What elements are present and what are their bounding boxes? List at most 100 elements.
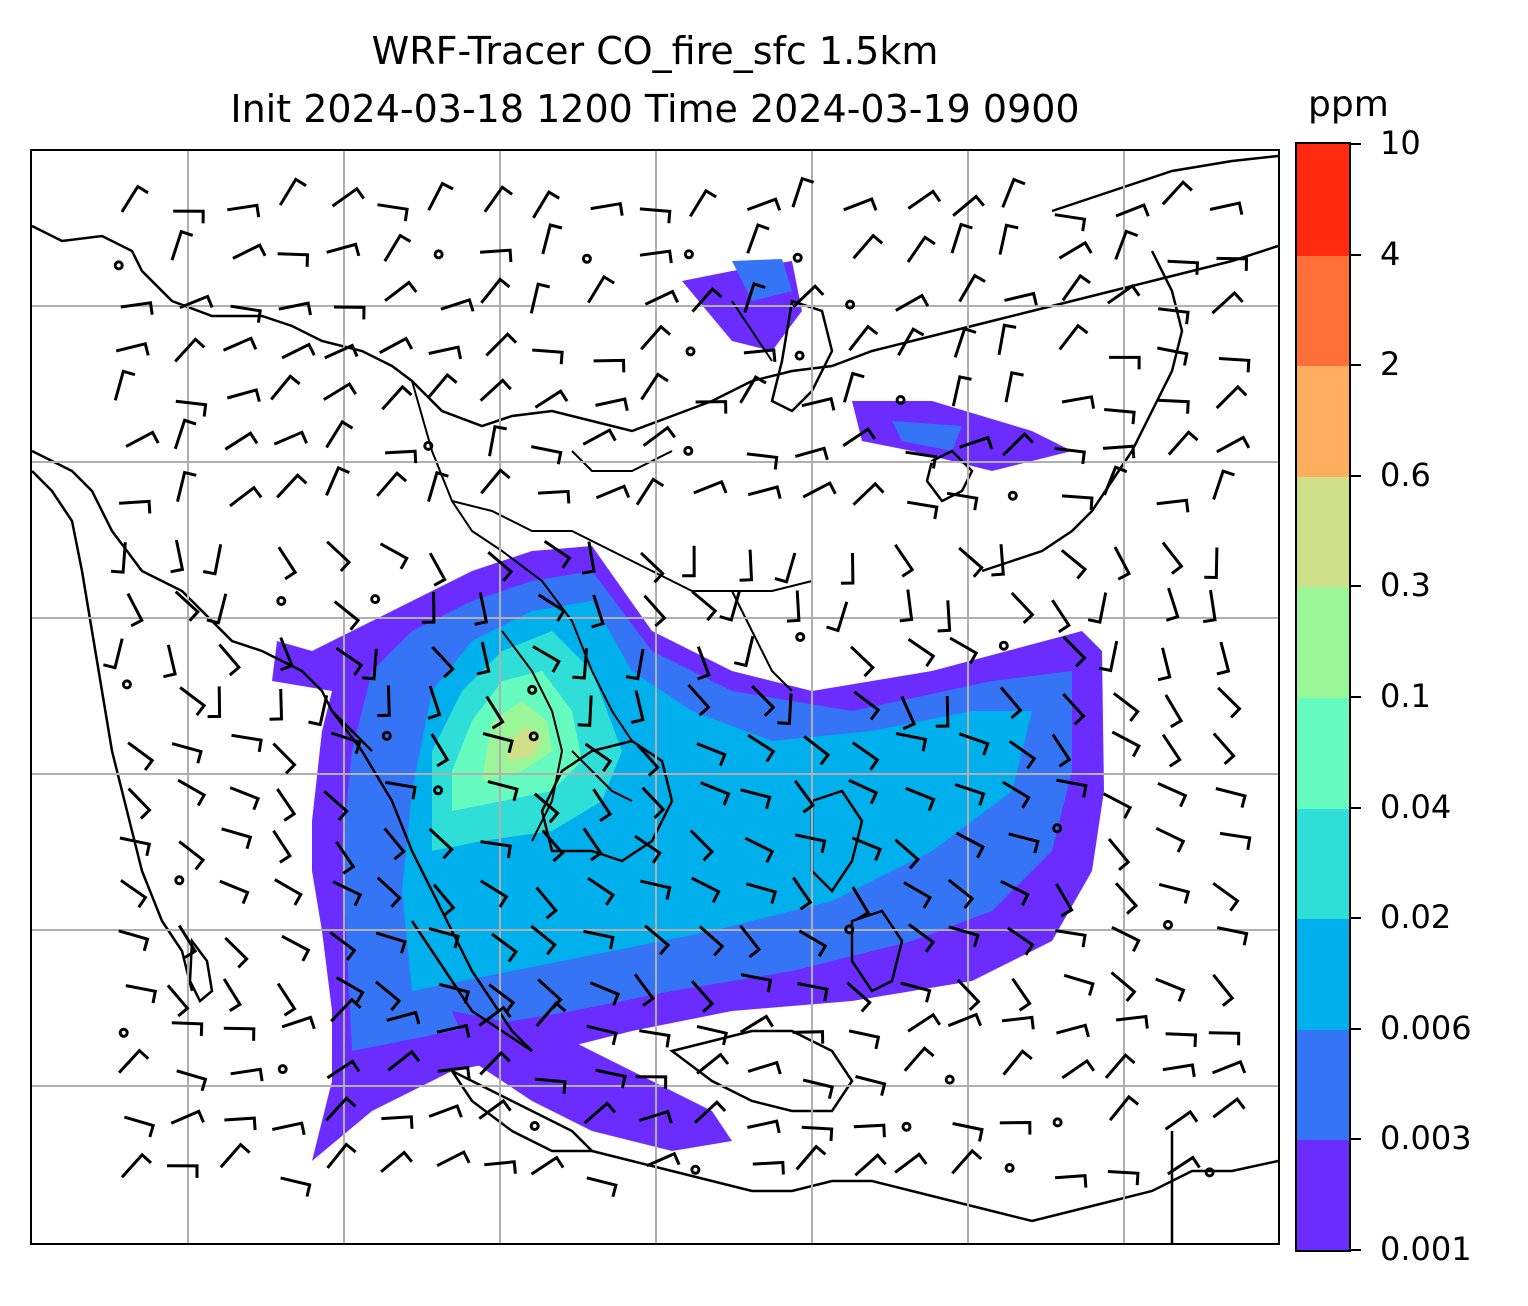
wind-barb [385,449,418,464]
wind-barb [1165,587,1180,622]
wind-barb [586,1024,618,1046]
wind-barb [696,646,711,681]
wind-barb [595,484,631,500]
wind-barb [1114,882,1139,915]
wind-barb [1058,323,1089,351]
wind-barb [740,788,772,810]
wind-barb [431,645,455,679]
colorbar-tick-label: 0.001 [1380,1230,1472,1268]
wind-barb [530,924,557,956]
wind-barb [853,1123,886,1138]
wind-barb [270,374,301,401]
wind-barb [583,929,615,950]
wind-barb [581,541,596,575]
calm-wind-marker [1004,1163,1015,1173]
wind-barb [1051,733,1072,768]
wind-barb [949,636,979,665]
colorbar-tick [1351,1138,1361,1141]
wind-barb [746,223,770,254]
wind-barb [1061,395,1096,409]
calm-wind-marker [1052,823,1063,834]
wind-barb [166,1164,199,1178]
wind-barb [1211,1059,1247,1075]
wind-barb [1054,446,1086,465]
wind-barb [774,552,797,584]
wind-barb [794,833,827,854]
wind-barb [529,282,551,314]
colorbar-segment [1297,144,1349,256]
wind-barb [848,1029,881,1050]
wind-barb [639,249,673,264]
plume-north-band-inner [732,259,962,451]
wind-barb [900,695,917,731]
wind-barb [587,877,616,906]
wind-barb [693,479,728,495]
wind-barb [428,345,463,360]
wind-barb [1001,1015,1035,1030]
wind-barb [696,742,727,767]
wind-barb [793,780,816,814]
wind-barb [1061,494,1094,511]
wind-barb [426,372,458,399]
wind-barb [852,233,884,260]
wind-barb [1212,1097,1246,1119]
colorbar [1295,142,1351,1252]
wind-barb [534,389,569,409]
colorbar-tick [1351,474,1361,477]
wind-barb [1111,925,1141,953]
wind-barb [691,980,715,1013]
wind-barb [1158,882,1191,904]
wind-barb [746,197,782,212]
wind-barb [633,973,656,1007]
wind-barb [1055,883,1074,918]
wind-barb [384,280,418,302]
wind-barb [952,194,985,217]
wind-barb [955,831,986,859]
calm-wind-marker [528,731,539,742]
colorbar-tick-label: 4 [1380,234,1401,273]
wind-barb [572,647,589,680]
wind-barb [1165,1032,1198,1048]
calm-wind-marker [998,640,1009,651]
wind-barb [491,932,519,963]
wind-barb [801,396,836,411]
colorbar-segment [1297,1028,1349,1141]
wind-barb [324,343,359,360]
wind-barb [786,590,801,623]
colorbar-tick-label: 0.003 [1380,1119,1472,1158]
plume-south [452,1011,732,1151]
colorbar-tick-label: 0.3 [1380,566,1431,605]
wind-barb [221,827,253,850]
wind-barb [905,786,936,812]
wind-barb [120,879,148,909]
wind-barb [535,1001,567,1027]
wind-barb [1156,498,1190,513]
wind-barb [229,786,261,811]
wind-barb [747,485,782,499]
wind-barb [532,348,564,365]
wind-barb [428,827,454,860]
wind-barb [747,733,776,763]
wind-barb [826,601,849,633]
wind-barb [851,741,880,771]
wind-barb [1103,465,1128,496]
country-borders [411,300,813,842]
wind-barb [746,452,779,470]
wind-barb [906,235,936,263]
wind-barb [640,372,669,401]
wind-barb [1212,973,1235,1007]
wind-barb [903,881,933,909]
wind-barb [163,644,177,679]
wind-barb [842,371,865,403]
wind-barb [744,836,775,863]
wind-barb [281,934,311,962]
wind-barb [120,184,149,213]
wind-barb [1001,177,1026,208]
wind-barb [230,1067,264,1082]
wind-barb [798,929,828,958]
wind-barb [119,499,152,514]
colorbar-tick-label: 0.006 [1380,1008,1472,1047]
wind-barb [1102,792,1133,819]
wind-barb [421,592,436,624]
colorbar-tick [1351,253,1361,256]
